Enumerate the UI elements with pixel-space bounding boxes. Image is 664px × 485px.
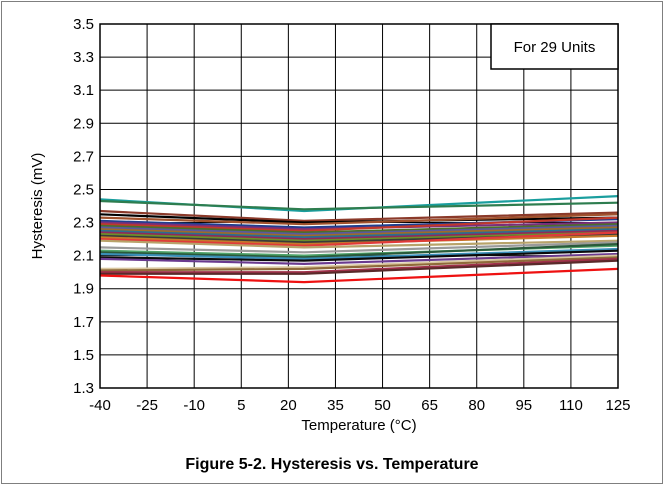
grid-lines [100, 24, 618, 388]
y-tick-label: 2.9 [73, 115, 94, 132]
x-tick-label: 95 [515, 397, 532, 414]
x-tick-label: 20 [280, 397, 297, 414]
x-tick-label: 5 [237, 397, 245, 414]
x-tick-label: 65 [421, 397, 438, 414]
y-tick-label: 1.7 [73, 314, 94, 331]
y-axis-title: Hysteresis (mV) [29, 153, 46, 260]
series-line-8 [99, 216, 619, 232]
series-line-29 [99, 267, 619, 284]
plot-frame [99, 23, 619, 389]
y-tick-label: 2.1 [73, 248, 94, 265]
x-tick-label: 125 [605, 397, 630, 414]
series-line-19 [99, 241, 619, 254]
series-line-26 [99, 256, 619, 272]
series-line-27 [100, 257, 619, 274]
y-tick-label: 2.5 [73, 181, 94, 198]
series-line-18 [99, 239, 619, 249]
series-line-28 [100, 259, 619, 275]
annotation-box: For 29 Units [490, 23, 619, 70]
x-tick-label: 110 [559, 397, 583, 414]
x-tick-label: 80 [468, 397, 485, 414]
series-line-22 [99, 247, 619, 261]
x-axis-title: Temperature (°C) [301, 417, 416, 434]
y-tick-label: 2.7 [73, 148, 94, 165]
x-tick-label: -10 [183, 397, 205, 414]
y-tick-label: 1.3 [73, 380, 94, 397]
x-tick-label: 50 [374, 397, 391, 414]
series-line-11 [99, 226, 619, 237]
series-line-13 [99, 229, 619, 241]
series-line-16 [99, 234, 619, 246]
series-line-2 [99, 199, 619, 211]
series-line-9 [99, 223, 619, 234]
x-tick-label: 35 [327, 397, 344, 414]
annotation-frame [490, 23, 619, 70]
x-tick-label: -25 [136, 397, 158, 414]
series-line-17 [99, 231, 619, 247]
y-tick-label: 3.5 [73, 16, 94, 33]
y-tick-label: 2.3 [73, 215, 94, 232]
series-lines [99, 195, 619, 284]
series-line-12 [99, 228, 619, 239]
y-tick-label: 3.1 [73, 82, 94, 99]
y-tick-label: 1.9 [73, 281, 94, 298]
figure-caption: Figure 5-2. Hysteresis vs. Temperature [185, 456, 478, 473]
series-line-7 [99, 221, 619, 231]
y-tick-label: 3.3 [73, 49, 94, 66]
series-line-21 [99, 243, 619, 259]
x-tick-labels: -40 -25 -10 5 20 35 50 65 80 95 110 125 [89, 397, 630, 414]
annotation-text: For 29 Units [514, 39, 596, 56]
series-line-24 [99, 252, 619, 266]
series-line-10 [99, 224, 619, 236]
y-tick-label: 1.5 [73, 347, 94, 364]
series-line-25 [99, 254, 619, 270]
series-line-5 [99, 213, 619, 226]
series-line-23 [99, 249, 619, 262]
x-tick-label: -40 [89, 397, 111, 414]
series-line-14 [99, 231, 619, 242]
series-line-4 [99, 213, 619, 224]
y-tick-labels: 1.3 1.5 1.7 1.9 2.1 2.3 2.5 2.7 2.9 3.1 3.3 3.5 [73, 16, 94, 397]
series-line-3 [99, 209, 619, 223]
